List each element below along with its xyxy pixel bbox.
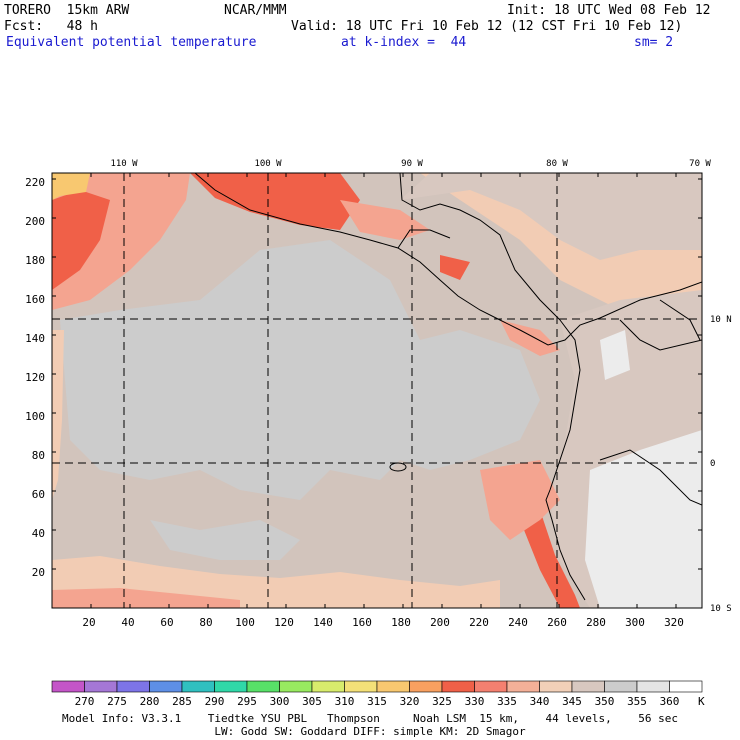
- colorbar-swatch: [571, 680, 605, 693]
- colorbar-label: 325: [432, 695, 452, 708]
- shaded-field: [52, 173, 702, 608]
- colorbar-label: 275: [107, 695, 127, 708]
- lat-label: 10 S: [710, 604, 732, 614]
- colorbar-swatch: [181, 680, 215, 693]
- colorbar-label: 280: [140, 695, 160, 708]
- x-tick-label: 40: [121, 616, 134, 629]
- graticule: [52, 173, 702, 608]
- y-tick-label: 60: [32, 488, 45, 501]
- lon-label: 80 W: [546, 159, 568, 169]
- colorbar-swatch: [214, 680, 248, 693]
- tick-marks: [51, 173, 702, 609]
- y-tick-label: 200: [25, 215, 45, 228]
- colorbar-label: 350: [595, 695, 615, 708]
- colorbar-swatch: [409, 680, 443, 693]
- x-tick-label: 120: [274, 616, 294, 629]
- x-tick-labels: 20 40 60 80 100 120 140 160 180 200 220 …: [82, 616, 684, 629]
- colorbar-swatch: [246, 680, 280, 693]
- lon-label: 110 W: [110, 159, 138, 169]
- x-tick-label: 160: [352, 616, 372, 629]
- y-tick-label: 80: [32, 449, 45, 462]
- colorbar-label: 335: [497, 695, 517, 708]
- plot-frame: [51, 172, 703, 609]
- y-tick-label: 180: [25, 254, 45, 267]
- x-tick-label: 260: [547, 616, 567, 629]
- longitude-labels: 110 W 100 W 90 W 80 W 70 W: [110, 159, 711, 169]
- x-tick-label: 240: [508, 616, 528, 629]
- colorbar-label: 310: [335, 695, 355, 708]
- lon-label: 100 W: [254, 159, 282, 169]
- center-name: NCAR/MMM: [224, 3, 287, 18]
- colorbar-swatch: [149, 680, 183, 693]
- colorbar-swatch: [311, 680, 345, 693]
- colorbar-swatch: [669, 680, 703, 693]
- colorbar-label: 360: [660, 695, 680, 708]
- y-tick-labels: 20 40 60 80 100 120 140 160 180 200 220: [25, 176, 45, 579]
- y-tick-label: 120: [25, 371, 45, 384]
- latitude-labels: 10 N 0 10 S: [710, 315, 732, 614]
- colorbar-swatch: [84, 680, 118, 693]
- model-info-line: Model Info: V3.3.1 Tiedtke YSU PBL Thomp…: [62, 712, 678, 725]
- x-tick-label: 280: [586, 616, 606, 629]
- colorbar-unit: K: [698, 695, 705, 708]
- x-tick-label: 300: [625, 616, 645, 629]
- lon-label: 70 W: [689, 159, 711, 169]
- y-tick-label: 220: [25, 176, 45, 189]
- colorbar-swatch: [441, 680, 475, 693]
- x-tick-label: 200: [430, 616, 450, 629]
- colorbar-swatch: [539, 680, 573, 693]
- colorbar-swatch: [51, 680, 85, 693]
- colorbar-label: 285: [172, 695, 192, 708]
- colorbar-swatch: [506, 680, 540, 693]
- colorbar-label: 300: [270, 695, 290, 708]
- x-tick-label: 220: [469, 616, 489, 629]
- x-tick-label: 320: [664, 616, 684, 629]
- colorbar-swatch: [376, 680, 410, 693]
- model-title: TORERO 15km ARW: [4, 3, 130, 18]
- valid-time: Valid: 18 UTC Fri 10 Feb 12 (12 CST Fri …: [291, 19, 683, 34]
- x-tick-label: 80: [199, 616, 212, 629]
- y-tick-label: 40: [32, 527, 45, 540]
- colorbar-label: 355: [627, 695, 647, 708]
- x-tick-label: 100: [235, 616, 255, 629]
- colorbar-swatch: [636, 680, 670, 693]
- colorbar-label: 320: [400, 695, 420, 708]
- x-tick-label: 60: [160, 616, 173, 629]
- physics-info-line: LW: Godd SW: Goddard DIFF: simple KM: 2D…: [214, 725, 526, 738]
- colorbar-swatch: [344, 680, 378, 693]
- lat-label: 0: [710, 459, 715, 469]
- smoothing-info: sm= 2: [634, 35, 674, 50]
- colorbar-label: 315: [367, 695, 387, 708]
- y-tick-label: 20: [32, 566, 45, 579]
- colorbar-label: 305: [302, 695, 322, 708]
- colorbar-label: 330: [465, 695, 485, 708]
- colorbar: 270 275 280 285 290 295 300 305 310 315 320 325 330 3…: [51, 680, 703, 708]
- level-info: at k-index = 44: [341, 35, 467, 50]
- lat-label: 10 N: [710, 315, 732, 325]
- colorbar-swatch: [116, 680, 150, 693]
- x-tick-label: 20: [82, 616, 95, 629]
- colorbar-label: 295: [237, 695, 257, 708]
- lon-label: 90 W: [401, 159, 423, 169]
- field-name: Equivalent potential temperature: [6, 35, 257, 50]
- colorbar-swatch: [474, 680, 508, 693]
- x-tick-label: 180: [391, 616, 411, 629]
- colorbar-label: 340: [530, 695, 550, 708]
- coastlines: [194, 173, 702, 601]
- forecast-hour: Fcst: 48 h: [4, 19, 98, 34]
- colorbar-swatch: [604, 680, 638, 693]
- x-tick-label: 140: [313, 616, 333, 629]
- colorbar-label: 290: [205, 695, 225, 708]
- y-tick-label: 140: [25, 332, 45, 345]
- colorbar-label: 345: [562, 695, 582, 708]
- colorbar-swatch: [279, 680, 313, 693]
- colorbar-label: 270: [75, 695, 95, 708]
- y-tick-label: 160: [25, 293, 45, 306]
- init-time: Init: 18 UTC Wed 08 Feb 12: [507, 3, 711, 18]
- y-tick-label: 100: [25, 410, 45, 423]
